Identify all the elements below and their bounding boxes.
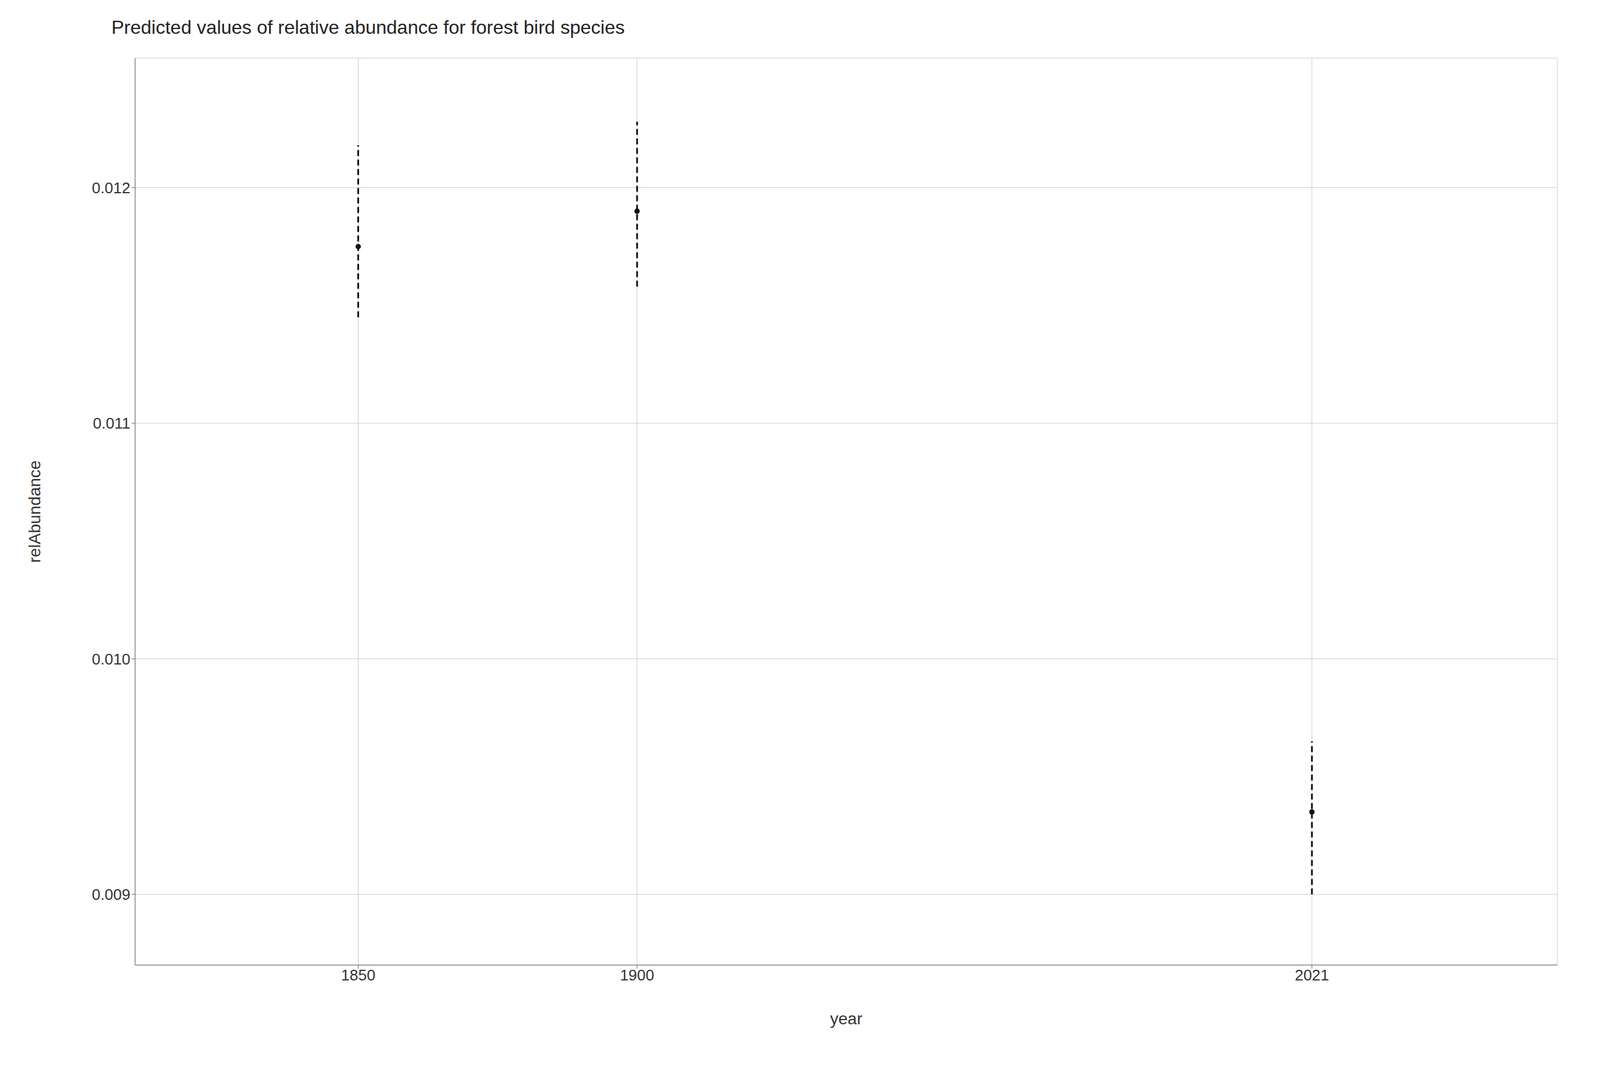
svg-text:0.009: 0.009	[91, 885, 131, 904]
svg-text:year: year	[830, 1009, 863, 1028]
svg-text:relAbundance: relAbundance	[25, 460, 44, 563]
svg-text:0.010: 0.010	[91, 650, 131, 668]
svg-text:0.012: 0.012	[91, 178, 131, 197]
svg-text:1900: 1900	[619, 965, 655, 984]
html-text:Predicted values of relative a: Predicted values of relative abundance f…	[111, 16, 625, 38]
svg-text:2021: 2021	[1294, 965, 1330, 984]
svg-text:0.011: 0.011	[93, 414, 131, 432]
svg-text:1850: 1850	[341, 965, 376, 984]
